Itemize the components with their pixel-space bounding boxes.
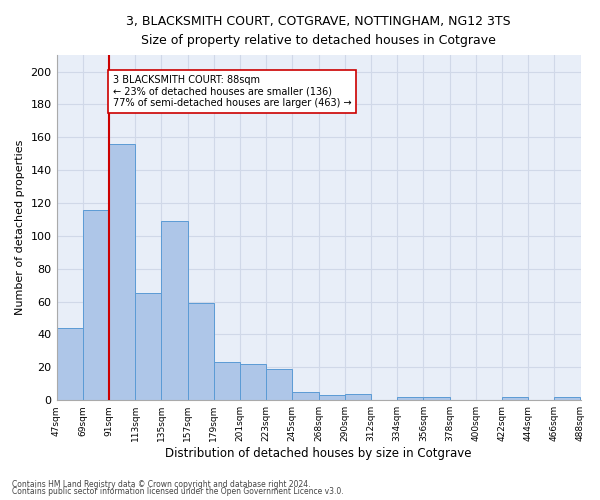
Text: Contains HM Land Registry data © Crown copyright and database right 2024.: Contains HM Land Registry data © Crown c… (12, 480, 311, 489)
Bar (319, 396, 345, 400)
Bar (266, 369, 292, 400)
Bar (135, 294, 161, 400)
Text: 3 BLACKSMITH COURT: 88sqm
← 23% of detached houses are smaller (136)
77% of semi: 3 BLACKSMITH COURT: 88sqm ← 23% of detac… (113, 75, 352, 108)
X-axis label: Distribution of detached houses by size in Cotgrave: Distribution of detached houses by size … (165, 447, 472, 460)
Bar (397, 397, 424, 400)
Title: 3, BLACKSMITH COURT, COTGRAVE, NOTTINGHAM, NG12 3TS
Size of property relative to: 3, BLACKSMITH COURT, COTGRAVE, NOTTINGHA… (126, 15, 511, 47)
Bar (502, 397, 528, 400)
Bar (56, 328, 83, 400)
Bar (161, 221, 188, 400)
Bar (292, 392, 319, 400)
Text: Contains public sector information licensed under the Open Government Licence v3: Contains public sector information licen… (12, 487, 344, 496)
Bar (188, 304, 214, 400)
Bar (345, 394, 371, 400)
Bar (83, 210, 109, 400)
Y-axis label: Number of detached properties: Number of detached properties (15, 140, 25, 316)
Bar (109, 144, 135, 400)
Bar (214, 362, 240, 400)
Bar (240, 364, 266, 400)
Bar (554, 397, 580, 400)
Bar (424, 397, 449, 400)
